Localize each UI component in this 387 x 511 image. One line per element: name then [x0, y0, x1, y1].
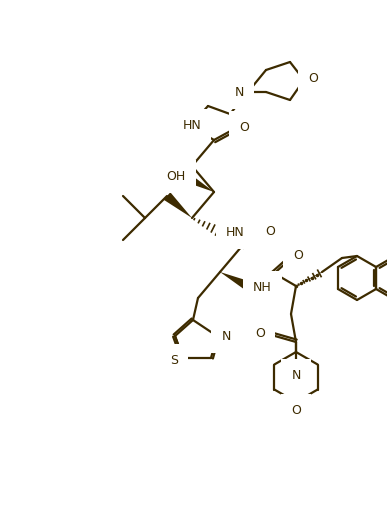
- Text: OH: OH: [166, 170, 186, 182]
- Text: O: O: [308, 72, 318, 84]
- Polygon shape: [164, 192, 192, 218]
- Text: O: O: [239, 121, 249, 133]
- Text: HN: HN: [226, 225, 245, 239]
- Text: O: O: [265, 224, 275, 238]
- Text: N: N: [234, 85, 244, 99]
- Text: N: N: [291, 368, 301, 382]
- Text: N: N: [221, 330, 231, 342]
- Text: NH: NH: [253, 281, 272, 293]
- Polygon shape: [184, 173, 214, 192]
- Text: S: S: [170, 354, 178, 366]
- Text: O: O: [293, 248, 303, 262]
- Text: O: O: [291, 404, 301, 416]
- Text: O: O: [255, 327, 265, 339]
- Text: HN: HN: [183, 119, 201, 131]
- Polygon shape: [220, 272, 250, 290]
